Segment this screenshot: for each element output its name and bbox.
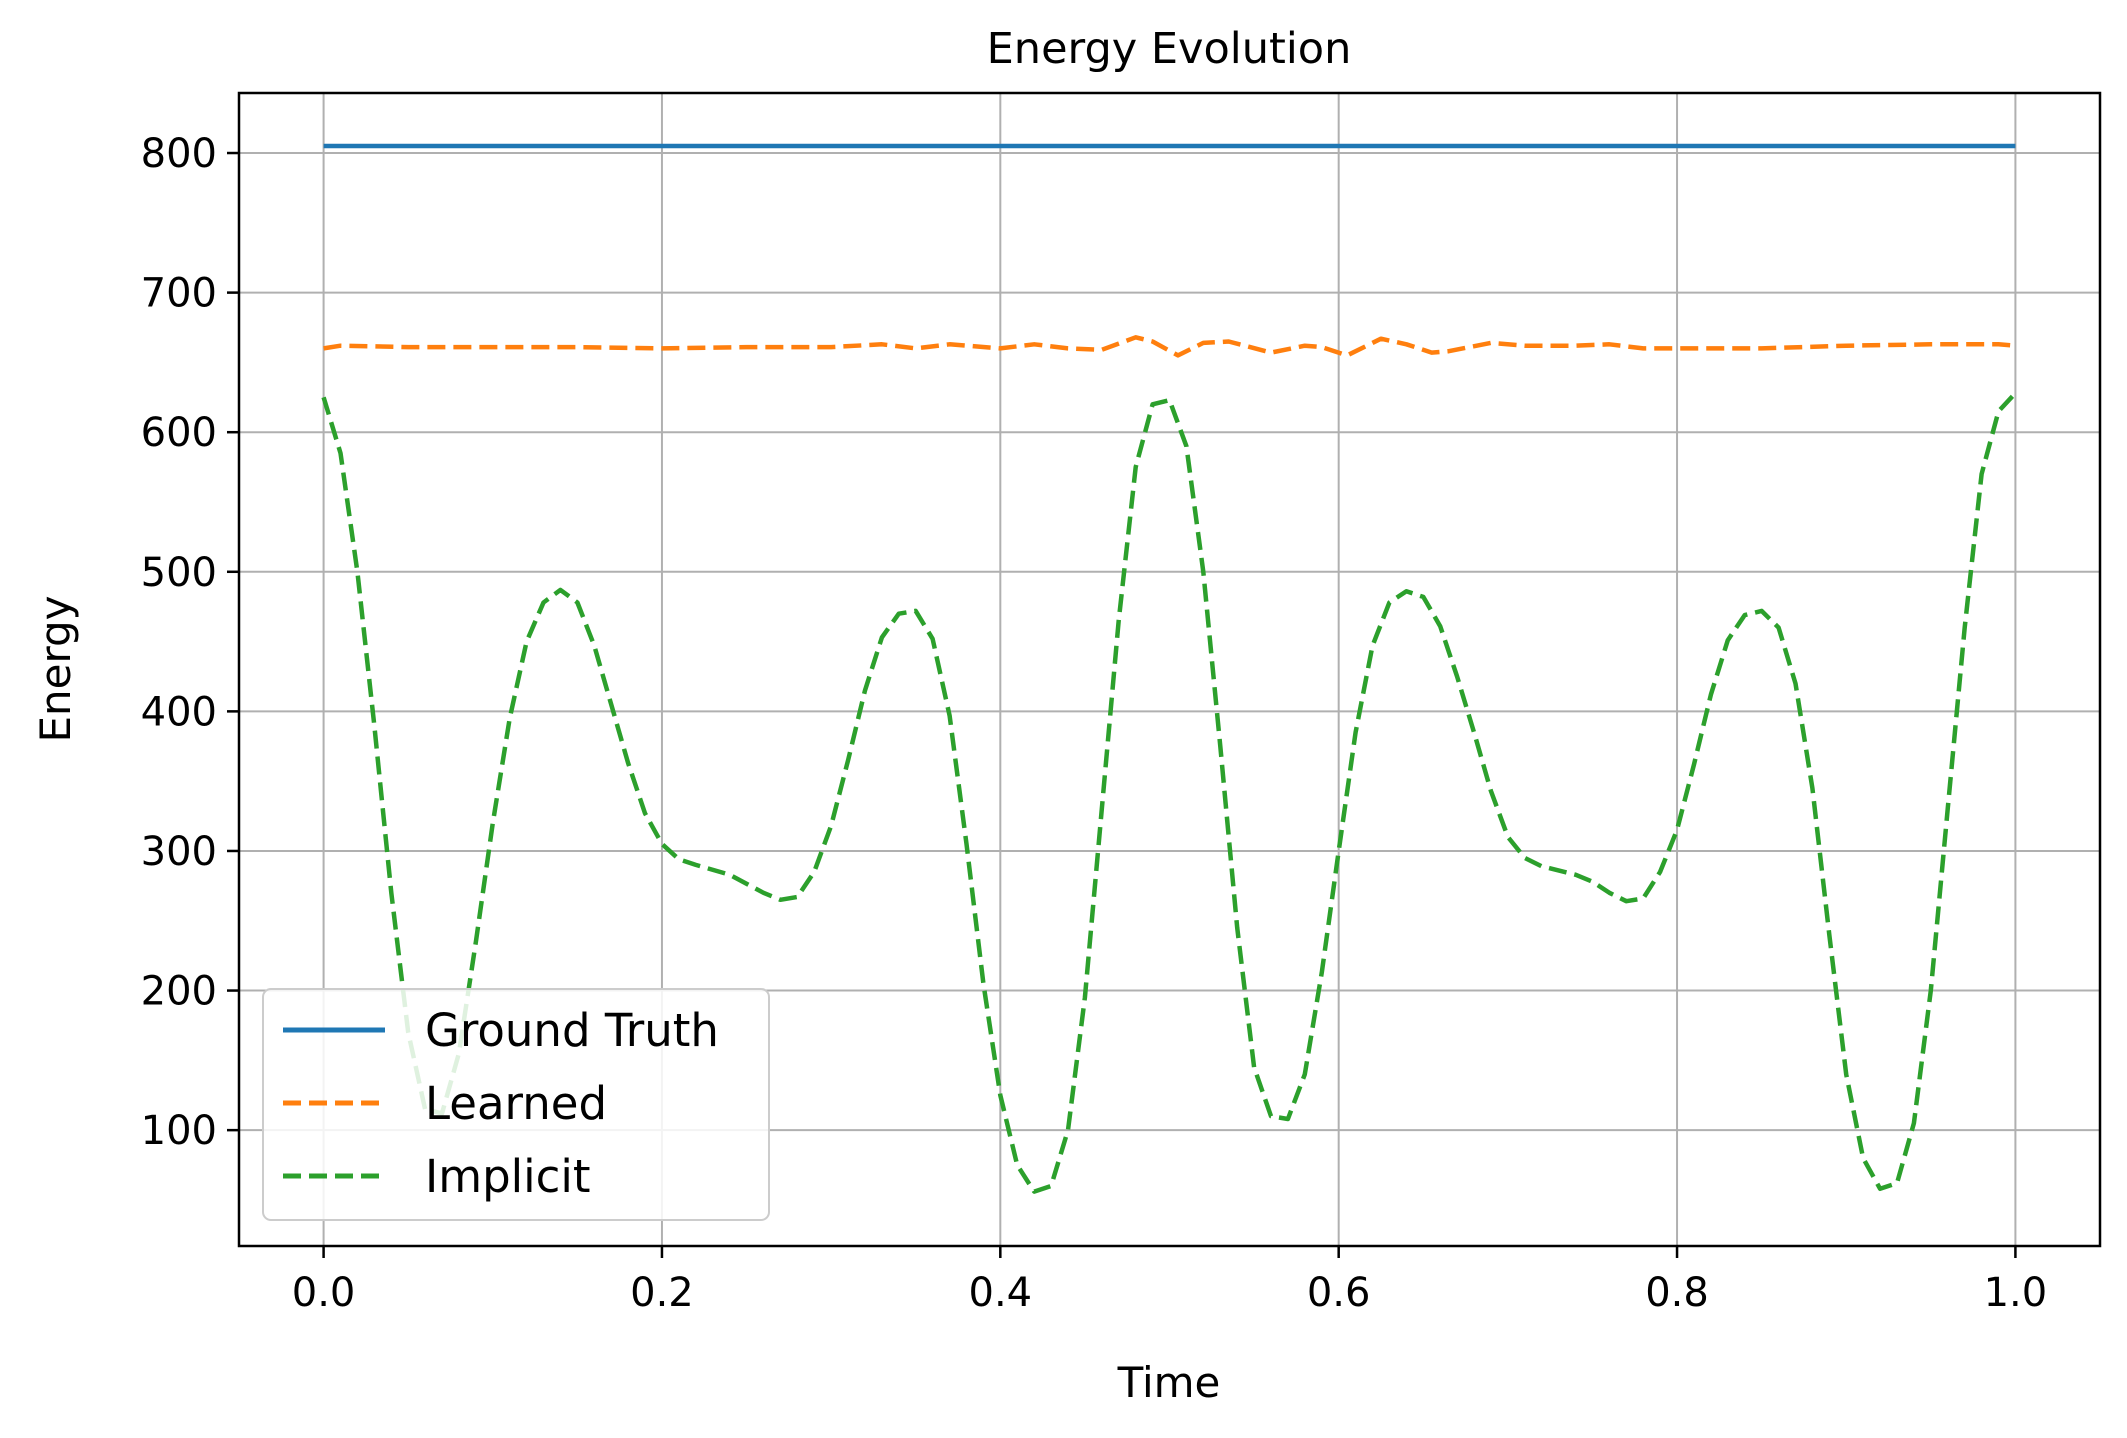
legend-label-implicit: Implicit — [425, 1150, 591, 1203]
y-tick-label: 800 — [141, 131, 217, 177]
y-tick-label: 200 — [141, 969, 217, 1015]
legend-label-ground-truth: Ground Truth — [425, 1004, 719, 1057]
legend-label-learned: Learned — [425, 1077, 607, 1130]
legend-box — [262, 988, 770, 1221]
y-axis-label: Energy — [31, 595, 80, 742]
x-tick-label: 0.4 — [969, 1270, 1033, 1316]
x-tick-label: 0.6 — [1307, 1270, 1371, 1316]
series-line-implicit — [321, 391, 2018, 1194]
y-tick-label: 100 — [141, 1108, 217, 1154]
x-tick-label: 0.0 — [292, 1270, 356, 1316]
plot-frame — [237, 91, 2102, 1248]
y-tick-label: 600 — [141, 410, 217, 456]
series-lines — [321, 143, 2018, 1194]
y-tick-label: 300 — [141, 829, 217, 875]
x-tick-label: 0.8 — [1645, 1270, 1709, 1316]
y-axis-ticks: 100 200 300 400 500 600 700 800 — [141, 131, 239, 1154]
y-tick-label: 500 — [141, 550, 217, 596]
x-axis-ticks: 0.0 0.2 0.4 0.6 0.8 1.0 — [292, 1246, 2047, 1316]
chart-title: Energy Evolution — [987, 24, 1352, 74]
x-axis-label: Time — [1117, 1358, 1221, 1407]
legend: Ground Truth Learned Implicit — [262, 988, 770, 1221]
grid-lines — [239, 93, 2100, 1246]
x-tick-label: 0.2 — [630, 1270, 694, 1316]
series-line-learned — [323, 335, 2016, 358]
x-tick-label: 1.0 — [1984, 1270, 2048, 1316]
y-tick-label: 400 — [141, 689, 217, 735]
y-tick-label: 700 — [141, 271, 217, 317]
